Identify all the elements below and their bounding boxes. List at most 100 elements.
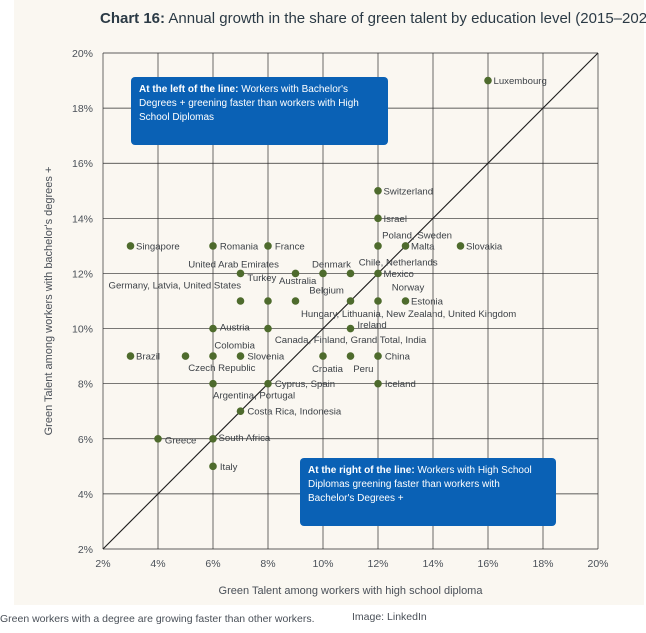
data-point [181, 352, 190, 360]
point-label: Denmark [312, 259, 351, 270]
point-label: Israel [384, 214, 407, 225]
y-tick-label: 2% [78, 544, 93, 556]
data-point [374, 297, 382, 305]
point-label: Singapore [136, 241, 180, 252]
x-tick-label: 8% [260, 558, 275, 570]
point-label: Australia [279, 276, 317, 287]
data-point [209, 242, 217, 250]
image-caption: Green workers with a degree are growing … [0, 613, 315, 625]
chart-title: Chart 16: Annual growth in the share of … [100, 10, 646, 27]
data-point [291, 269, 300, 278]
point-label: Slovakia [466, 241, 503, 252]
point-label: Costa Rica, Indonesia [247, 407, 342, 418]
point-label: Brazil [136, 352, 160, 363]
x-tick-label: 18% [532, 558, 553, 570]
data-point [209, 379, 217, 388]
x-tick-label: 4% [150, 558, 165, 570]
point-label: United Arab Emirates [188, 259, 279, 270]
y-tick-label: 18% [72, 103, 93, 115]
data-point [374, 242, 382, 250]
data-point [236, 352, 245, 360]
data-point [291, 297, 300, 305]
point-label: Germany, Latvia, United States [109, 281, 242, 292]
data-point [264, 242, 272, 250]
point-label: Estonia [411, 297, 444, 308]
point-label: Iceland [385, 379, 416, 390]
y-tick-label: 6% [78, 434, 93, 446]
y-tick-label: 10% [72, 324, 93, 336]
callout-left-text: Workers with Bachelor's Degrees + greeni… [139, 84, 359, 123]
point-label: Ireland [357, 320, 386, 331]
point-label: Peru [353, 364, 373, 375]
data-point [319, 352, 327, 360]
callout-left: At the left of the line: Workers with Ba… [131, 77, 388, 145]
x-tick-label: 10% [312, 558, 333, 570]
point-label: Italy [220, 462, 238, 473]
x-tick-label: 14% [422, 558, 443, 570]
y-tick-label: 4% [78, 489, 93, 501]
data-point [346, 297, 355, 305]
x-axis-title: Green Talent among workers with high sch… [219, 585, 484, 597]
data-point [346, 269, 355, 278]
point-label: Switzerland [384, 186, 434, 197]
data-point [456, 242, 465, 250]
point-label: Austria [220, 323, 251, 334]
point-label: Mexico [384, 269, 414, 280]
data-point [264, 324, 272, 333]
data-point [346, 352, 355, 360]
y-tick-label: 20% [72, 48, 93, 60]
data-point [236, 269, 245, 278]
data-point [374, 379, 382, 388]
y-axis-title: Green Talent among workers with bachelor… [43, 167, 55, 436]
data-point [319, 269, 327, 278]
x-tick-label: 16% [477, 558, 498, 570]
point-label: Czech Republic [188, 363, 255, 374]
callout-right-text: Workers with High School Diplomas greeni… [308, 465, 532, 504]
point-label: Slovenia [247, 352, 284, 363]
y-tick-label: 16% [72, 158, 93, 170]
point-label: Belgium [309, 285, 344, 296]
point-label: Norway [392, 283, 425, 294]
callout-left-bold: At the left of the line: [139, 84, 239, 95]
point-label: Croatia [312, 364, 344, 375]
point-label: Argentina, Portugal [213, 391, 295, 402]
x-tick-label: 6% [205, 558, 220, 570]
point-label: Turkey [247, 273, 276, 284]
data-point [401, 242, 410, 250]
y-tick-label: 8% [78, 379, 93, 391]
data-point [236, 407, 245, 416]
point-label: Colombia [214, 341, 255, 352]
point-label: Poland, Sweden [382, 230, 452, 241]
data-point [154, 434, 162, 443]
callout-right-bold: At the right of the line: [308, 465, 415, 476]
data-point [374, 352, 382, 360]
data-point [346, 324, 355, 333]
point-label: Luxembourg [494, 76, 547, 87]
x-tick-label: 2% [95, 558, 110, 570]
point-label: France [275, 241, 305, 252]
x-tick-label: 12% [367, 558, 388, 570]
point-label: China [385, 352, 411, 363]
point-label: South Africa [219, 433, 271, 444]
point-label: Romania [220, 241, 259, 252]
data-point [264, 379, 272, 388]
data-point [484, 76, 492, 85]
data-point [209, 352, 217, 360]
point-label: Chile, Netherlands [359, 257, 438, 268]
data-point [264, 297, 272, 305]
data-point [374, 186, 382, 195]
data-point [374, 214, 382, 223]
data-point [374, 269, 382, 278]
data-point [126, 242, 135, 250]
image-credit: Image: LinkedIn [352, 611, 427, 623]
data-point [209, 434, 217, 443]
data-point [126, 352, 135, 360]
point-label: Canada, Finland, Grand Total, India [275, 335, 427, 346]
data-point [209, 462, 217, 471]
chart-number: Chart 16: [100, 10, 166, 27]
point-label: Greece [165, 436, 196, 447]
data-point [209, 324, 217, 333]
chart-title-text: Annual growth in the share of green tale… [168, 10, 646, 27]
point-label: Malta [411, 241, 435, 252]
data-point [401, 297, 410, 305]
